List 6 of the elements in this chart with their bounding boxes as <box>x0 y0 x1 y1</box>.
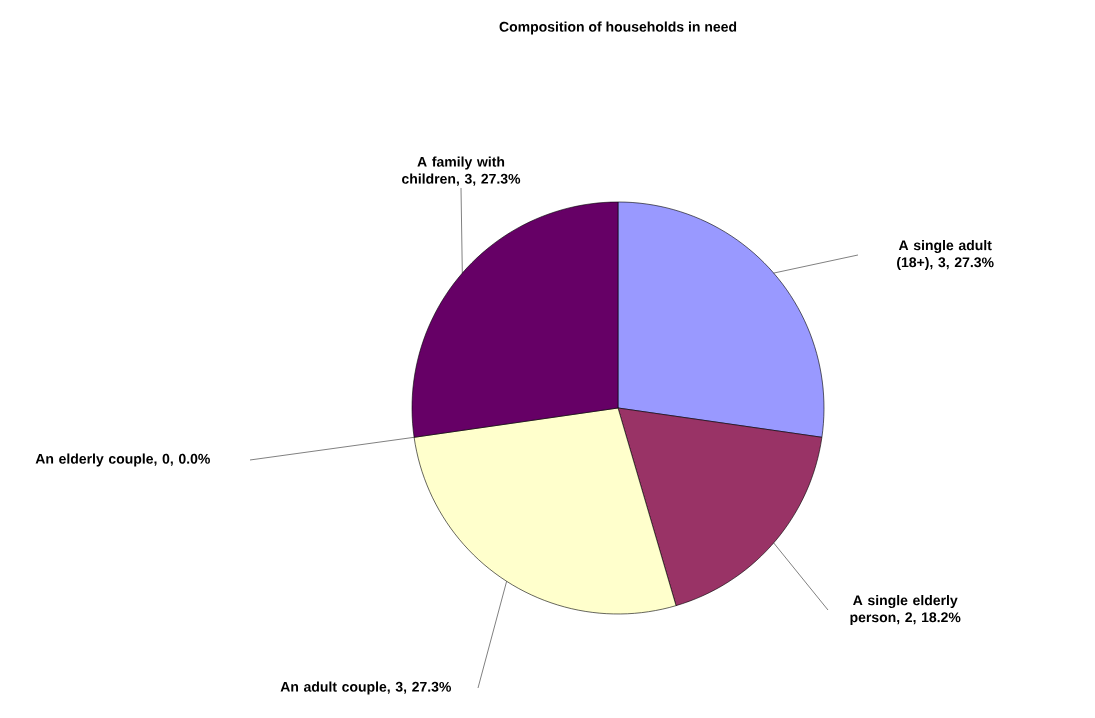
slice-label: A single elderly person, 2, 18.2% <box>850 594 961 626</box>
category-label: An elderly couple, 0, 0.0% <box>35 453 210 467</box>
slice-label: A single adult (18+), 3, 27.3% <box>897 239 994 271</box>
slice-label: An adult couple, 3, 27.3% <box>280 681 452 695</box>
chart-title: Composition of households in need <box>499 21 737 35</box>
slice-label: A family with children, 3, 27.3% <box>402 156 521 186</box>
